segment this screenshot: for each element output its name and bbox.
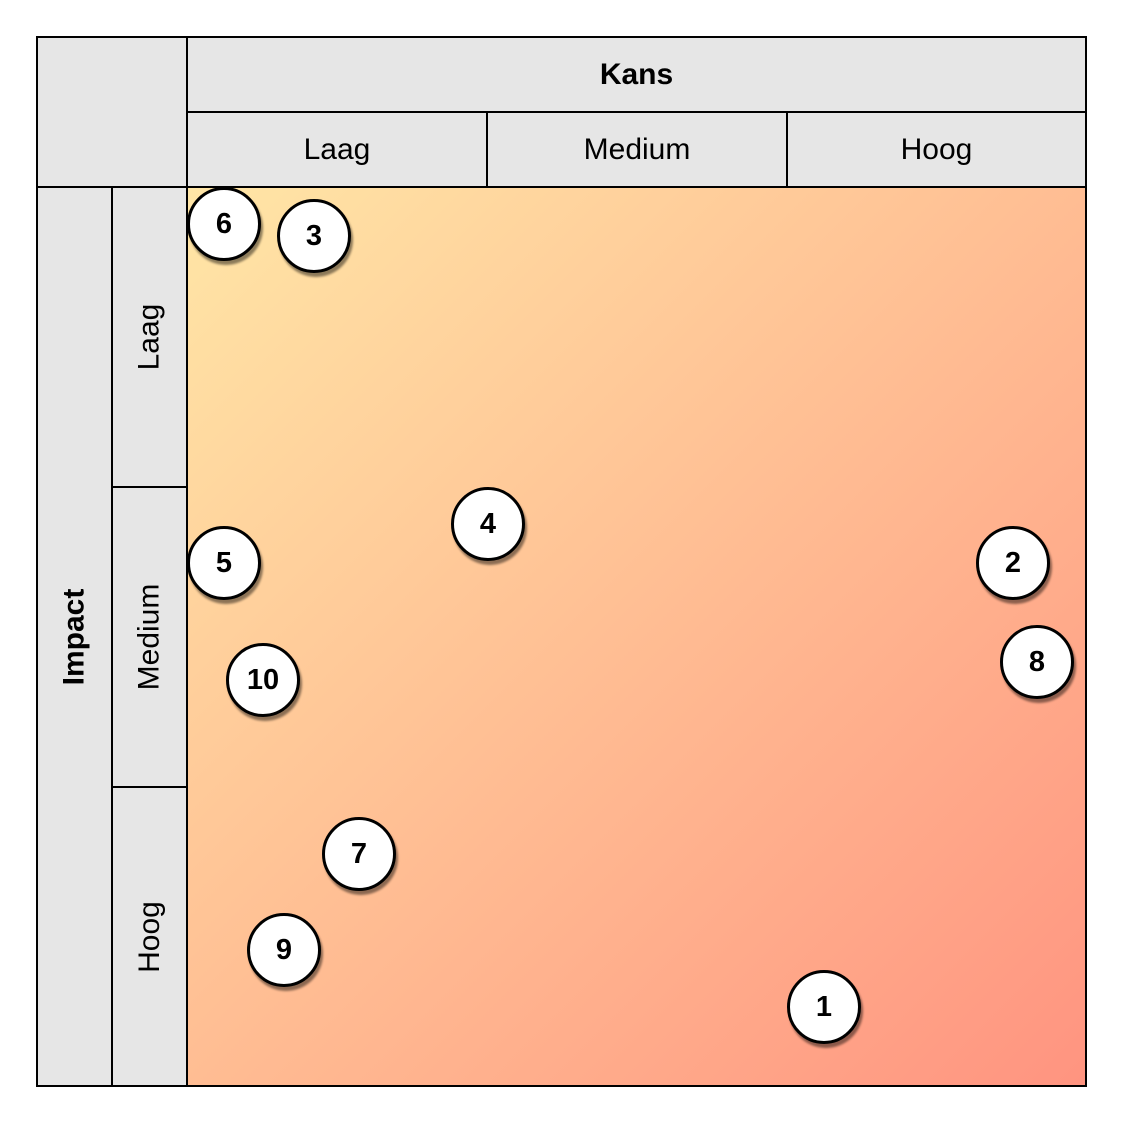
kans-level-label: Medium: [583, 132, 691, 166]
risk-marker-2[interactable]: 2: [976, 526, 1050, 600]
impact-level-label: Laag: [132, 303, 166, 371]
impact-axis-title: Impact: [36, 186, 113, 1087]
impact-level-label: Hoog: [132, 900, 166, 973]
risk-marker-7[interactable]: 7: [322, 817, 396, 891]
kans-level-label: Laag: [303, 132, 371, 166]
risk-matrix-area: 1 2 3 4 5 6 7 8 9 10: [186, 186, 1087, 1087]
risk-marker-9[interactable]: 9: [247, 913, 321, 987]
risk-marker-5[interactable]: 5: [187, 526, 261, 600]
corner-cell: [36, 36, 188, 188]
risk-marker-4[interactable]: 4: [451, 487, 525, 561]
risk-marker-8[interactable]: 8: [1000, 625, 1074, 699]
impact-level-medium: Medium: [111, 486, 188, 788]
risk-marker-3[interactable]: 3: [277, 199, 351, 273]
kans-level-hoog: Hoog: [786, 111, 1087, 188]
kans-title-text: Kans: [599, 57, 674, 91]
risk-marker-6[interactable]: 6: [187, 187, 261, 261]
kans-axis-title: Kans: [186, 36, 1087, 113]
impact-level-hoog: Hoog: [111, 786, 188, 1087]
risk-marker-10[interactable]: 10: [226, 643, 300, 717]
impact-level-laag: Laag: [111, 186, 188, 488]
impact-title-text: Impact: [57, 588, 91, 685]
impact-level-label: Medium: [132, 583, 166, 691]
kans-level-label: Hoog: [900, 132, 973, 166]
risk-marker-1[interactable]: 1: [787, 970, 861, 1044]
kans-level-medium: Medium: [486, 111, 788, 188]
kans-level-laag: Laag: [186, 111, 488, 188]
